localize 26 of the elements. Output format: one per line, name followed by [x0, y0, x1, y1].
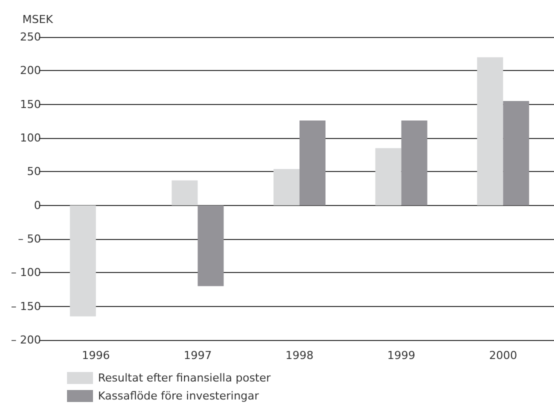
bar	[375, 148, 402, 206]
bar	[477, 57, 504, 206]
bar	[300, 120, 326, 206]
bar	[274, 168, 300, 206]
y-tick-label: 100	[20, 132, 41, 144]
bar	[503, 100, 530, 206]
bar	[172, 180, 198, 206]
x-tick-label: 1998	[286, 349, 314, 362]
y-tick-label: 50	[27, 165, 41, 178]
y-tick-label: – 200	[11, 334, 41, 346]
legend-label: Resultat efter finansiella poster	[98, 372, 272, 384]
bar	[198, 205, 224, 286]
y-tick-label: 250	[20, 30, 41, 44]
y-axis-title: MSEK	[22, 13, 54, 26]
y-tick-label: 200	[20, 64, 41, 78]
bar	[401, 120, 428, 206]
y-tick-label: – 100	[11, 266, 41, 280]
bar	[70, 205, 96, 316]
y-tick-label: – 150	[11, 300, 41, 313]
y-tick-label: – 50	[18, 232, 41, 246]
legend-label: Kassaflöde före investeringar	[98, 390, 260, 402]
x-tick-label: 1997	[184, 349, 212, 362]
x-tick-label: 2000	[489, 349, 518, 362]
y-tick-label: 150	[20, 98, 41, 111]
x-tick-label: 1999	[387, 349, 416, 362]
x-tick-label: 1996	[82, 349, 110, 362]
